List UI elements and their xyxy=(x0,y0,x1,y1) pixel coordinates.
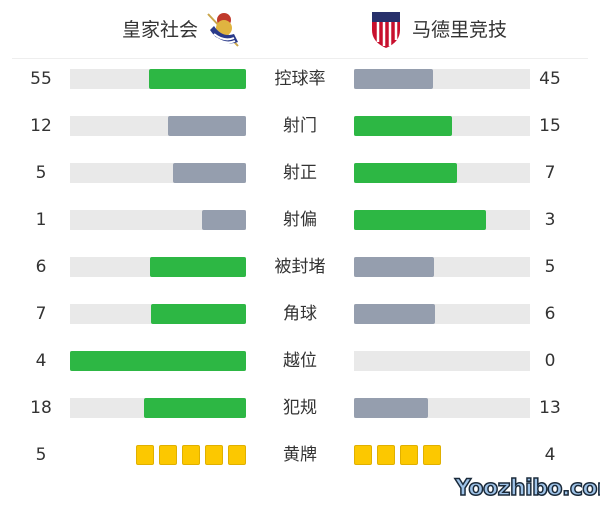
home-team-name: 皇家社会 xyxy=(122,18,199,41)
home-yellow-cards xyxy=(136,445,246,466)
away-bar-track xyxy=(354,398,530,418)
home-value: 1 xyxy=(35,210,47,230)
home-bar-track xyxy=(70,304,246,324)
yellow-card-icon xyxy=(423,445,441,465)
away-value: 4 xyxy=(544,445,556,465)
yellow-card-icon xyxy=(182,445,200,465)
away-value: 15 xyxy=(539,116,561,136)
yellow-card-icon xyxy=(228,445,246,465)
away-bar-fill xyxy=(354,257,434,277)
home-bar-fill xyxy=(70,351,246,371)
stat-label: 射门 xyxy=(283,116,317,136)
stat-label: 犯规 xyxy=(283,398,317,418)
away-bar-track xyxy=(354,69,530,89)
away-bar-fill xyxy=(354,69,434,89)
away-bar-track xyxy=(354,116,530,136)
home-bar-track xyxy=(70,210,246,230)
away-bar-fill xyxy=(354,116,452,136)
away-value: 7 xyxy=(544,163,556,183)
stat-label: 射正 xyxy=(283,163,317,183)
yellow-card-icon xyxy=(400,445,418,465)
away-team-name: 马德里竞技 xyxy=(412,18,508,41)
away-bar-track xyxy=(354,257,530,277)
away-bar-fill xyxy=(354,210,486,230)
home-bar-track xyxy=(70,163,246,183)
yellow-card-icon xyxy=(354,445,372,465)
stat-row: 7 角球 6 xyxy=(0,299,600,329)
real-sociedad-crest-icon xyxy=(207,13,239,47)
home-value: 5 xyxy=(35,163,47,183)
home-value: 4 xyxy=(35,351,47,371)
header-divider xyxy=(12,58,588,59)
home-value: 18 xyxy=(30,398,52,418)
away-bar-fill xyxy=(354,398,428,418)
yellow-card-icon xyxy=(136,445,154,465)
home-bar-fill xyxy=(202,210,246,230)
away-value: 45 xyxy=(539,69,561,89)
home-bar-fill xyxy=(167,116,246,136)
watermark: Yoozhibo.com xyxy=(454,475,600,502)
home-bar-track xyxy=(70,351,246,371)
home-team[interactable]: 皇家社会 xyxy=(122,10,240,47)
home-value: 5 xyxy=(35,445,47,465)
yellow-card-icon xyxy=(159,445,177,465)
home-bar-track xyxy=(70,257,246,277)
stat-row: 12 射门 15 xyxy=(0,111,600,141)
atletico-madrid-crest-icon xyxy=(372,12,400,48)
yellow-card-icon xyxy=(377,445,395,465)
away-bar-track xyxy=(354,210,530,230)
stat-row: 4 越位 0 xyxy=(0,346,600,376)
stat-row: 55 控球率 45 xyxy=(0,64,600,94)
stat-label: 黄牌 xyxy=(283,445,317,465)
away-value: 13 xyxy=(539,398,561,418)
away-bar-track xyxy=(354,351,530,371)
home-bar-fill xyxy=(150,257,246,277)
away-bar-track xyxy=(354,163,530,183)
home-bar-fill xyxy=(151,304,246,324)
away-team[interactable]: 马德里竞技 xyxy=(368,10,508,48)
stat-row: 1 射偏 3 xyxy=(0,205,600,235)
stat-label: 射偏 xyxy=(283,210,317,230)
away-bar-fill xyxy=(354,163,457,183)
home-value: 55 xyxy=(30,69,52,89)
away-value: 6 xyxy=(544,304,556,324)
home-value: 7 xyxy=(35,304,47,324)
yellow-card-icon xyxy=(205,445,223,465)
home-bar-track xyxy=(70,116,246,136)
home-bar-fill xyxy=(143,398,246,418)
home-bar-fill xyxy=(172,163,246,183)
stat-label: 控球率 xyxy=(274,69,326,89)
stat-label: 越位 xyxy=(283,351,317,371)
stat-row: 18 犯规 13 xyxy=(0,393,600,423)
match-header: 皇家社会 马德里竞技 xyxy=(0,0,600,58)
away-yellow-cards xyxy=(354,445,441,466)
home-value: 12 xyxy=(30,116,52,136)
stat-row: 5 射正 7 xyxy=(0,158,600,188)
home-bar-track xyxy=(70,69,246,89)
away-value: 3 xyxy=(544,210,556,230)
stat-label: 角球 xyxy=(283,304,317,324)
stat-label: 被封堵 xyxy=(274,257,326,277)
away-value: 5 xyxy=(544,257,556,277)
home-bar-fill xyxy=(149,69,246,89)
stat-row-yellow-cards: 5 黄牌 4 xyxy=(0,440,600,470)
home-value: 6 xyxy=(35,257,47,277)
away-bar-track xyxy=(354,304,530,324)
stat-row: 6 被封堵 5 xyxy=(0,252,600,282)
away-bar-fill xyxy=(354,304,436,324)
away-value: 0 xyxy=(544,351,556,371)
home-bar-track xyxy=(70,398,246,418)
